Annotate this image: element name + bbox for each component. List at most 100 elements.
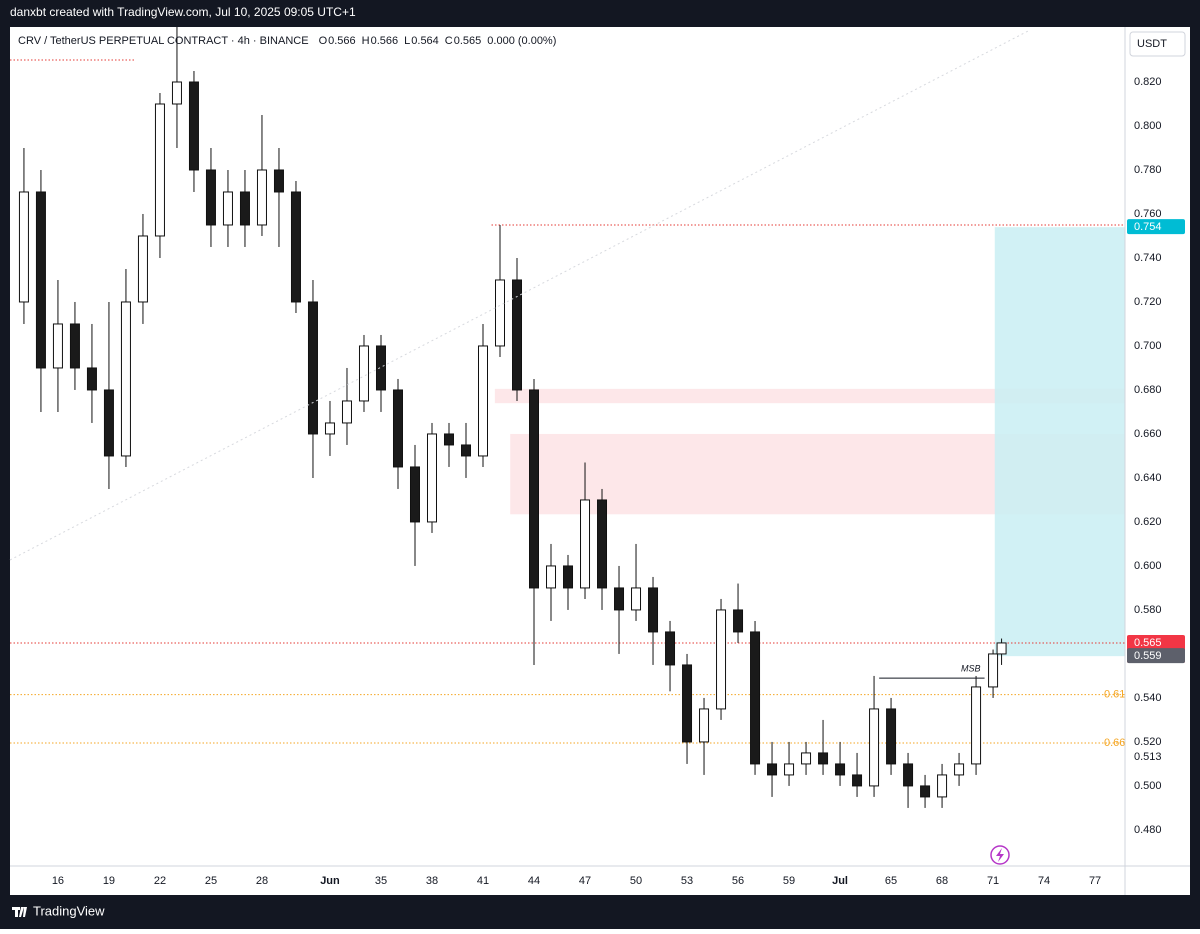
candle-body [307, 301, 318, 435]
candle-body [341, 400, 352, 424]
candle-body [290, 191, 301, 303]
fib-label: 0.66 [1104, 737, 1125, 749]
candle-body [988, 653, 999, 688]
y-tick-label: 0.720 [1134, 296, 1162, 308]
x-tick-label: 50 [630, 875, 642, 887]
y-tick-label: 0.480 [1134, 824, 1162, 836]
price-badge-label: 0.754 [1134, 221, 1162, 233]
x-tick-label: 47 [579, 875, 591, 887]
currency-box[interactable] [1129, 31, 1186, 57]
y-tick-label: 0.700 [1134, 340, 1162, 352]
x-tick-label: 28 [256, 875, 268, 887]
trend-line [9, 29, 1031, 561]
candle-body [35, 191, 46, 369]
legend-value: 0.566 [371, 35, 399, 47]
candle-body [682, 664, 693, 743]
x-tick-label: Jun [320, 875, 340, 887]
price-badge-label: 0.559 [1134, 650, 1162, 662]
candle-body [784, 763, 795, 776]
zone [494, 388, 1125, 404]
candle-body [529, 389, 540, 589]
x-tick-label: 44 [528, 875, 540, 887]
y-tick-label: 0.640 [1134, 472, 1162, 484]
candle-body [120, 301, 131, 457]
x-tick-label: 38 [426, 875, 438, 887]
candle-body [716, 609, 727, 710]
candle-body [495, 279, 506, 347]
candle-body [188, 81, 199, 171]
candle-body [996, 642, 1007, 655]
candle-body [665, 631, 676, 666]
y-tick-label: 0.760 [1134, 208, 1162, 220]
legend-symbol: CRV / TetherUS PERPETUAL CONTRACT · 4h ·… [18, 35, 309, 47]
alert-icon[interactable] [990, 845, 1010, 865]
candle-body [171, 81, 182, 105]
candle-body [563, 565, 574, 589]
candle-body [801, 752, 812, 765]
brand-text: TradingView [33, 903, 105, 918]
x-tick-label: 56 [732, 875, 744, 887]
candle-body [358, 345, 369, 402]
y-tick-label: 0.520 [1134, 736, 1162, 748]
candle-body [733, 609, 744, 633]
candle-body [869, 708, 880, 787]
candle-body [546, 565, 557, 589]
candle-body [375, 345, 386, 391]
candle-body [886, 708, 897, 765]
x-tick-label: 22 [154, 875, 166, 887]
candle-body [273, 169, 284, 193]
candle-body [477, 345, 488, 457]
y-tick-label: 0.740 [1134, 252, 1162, 264]
legend-key: L [404, 35, 410, 47]
candle-body [460, 444, 471, 457]
candle-body [818, 752, 829, 765]
x-tick-label: 68 [936, 875, 948, 887]
legend-key: O [319, 35, 328, 47]
msb-label: MSB [961, 664, 981, 674]
candle-body [443, 433, 454, 446]
legend-value: 0.564 [411, 35, 439, 47]
x-tick-label: 16 [52, 875, 64, 887]
price-badge-label: 0.513 [1134, 751, 1162, 763]
x-tick-label: 59 [783, 875, 795, 887]
legend-key: H [362, 35, 370, 47]
candle-body [954, 763, 965, 776]
candle-body [205, 169, 216, 226]
legend-key: C [445, 35, 453, 47]
fib-label: 0.61 [1104, 689, 1125, 701]
brand-logo [12, 907, 27, 917]
candle-body [699, 708, 710, 743]
price-badge [1127, 648, 1185, 664]
x-tick-label: 74 [1038, 875, 1050, 887]
x-tick-label: 41 [477, 875, 489, 887]
currency: USDT [1137, 38, 1167, 50]
x-tick-label: 53 [681, 875, 693, 887]
candle-body [392, 389, 403, 468]
candle-body [324, 422, 335, 435]
candle-body [597, 499, 608, 589]
candle-body [426, 433, 437, 523]
candle-body [137, 235, 148, 303]
legend-value: 0.565 [454, 35, 482, 47]
zone [994, 227, 1125, 657]
candle-body [835, 763, 846, 776]
legend-change: 0.000 (0.00%) [487, 35, 556, 47]
price-badge [1127, 219, 1185, 235]
y-tick-label: 0.500 [1134, 780, 1162, 792]
price-badge [1127, 749, 1185, 765]
candle-body [69, 323, 80, 369]
y-tick-label: 0.800 [1134, 120, 1162, 132]
y-tick-label: 0.580 [1134, 604, 1162, 616]
y-tick-label: 0.620 [1134, 516, 1162, 528]
candle-body [18, 191, 29, 303]
candle-body [580, 499, 591, 589]
x-tick-label: 25 [205, 875, 217, 887]
candle-body [920, 785, 931, 798]
x-tick-label: 65 [885, 875, 897, 887]
candle-body [256, 169, 267, 226]
candle-body [971, 686, 982, 765]
candle-body [239, 191, 250, 226]
candle-body [222, 191, 233, 226]
y-tick-label: 0.680 [1134, 384, 1162, 396]
